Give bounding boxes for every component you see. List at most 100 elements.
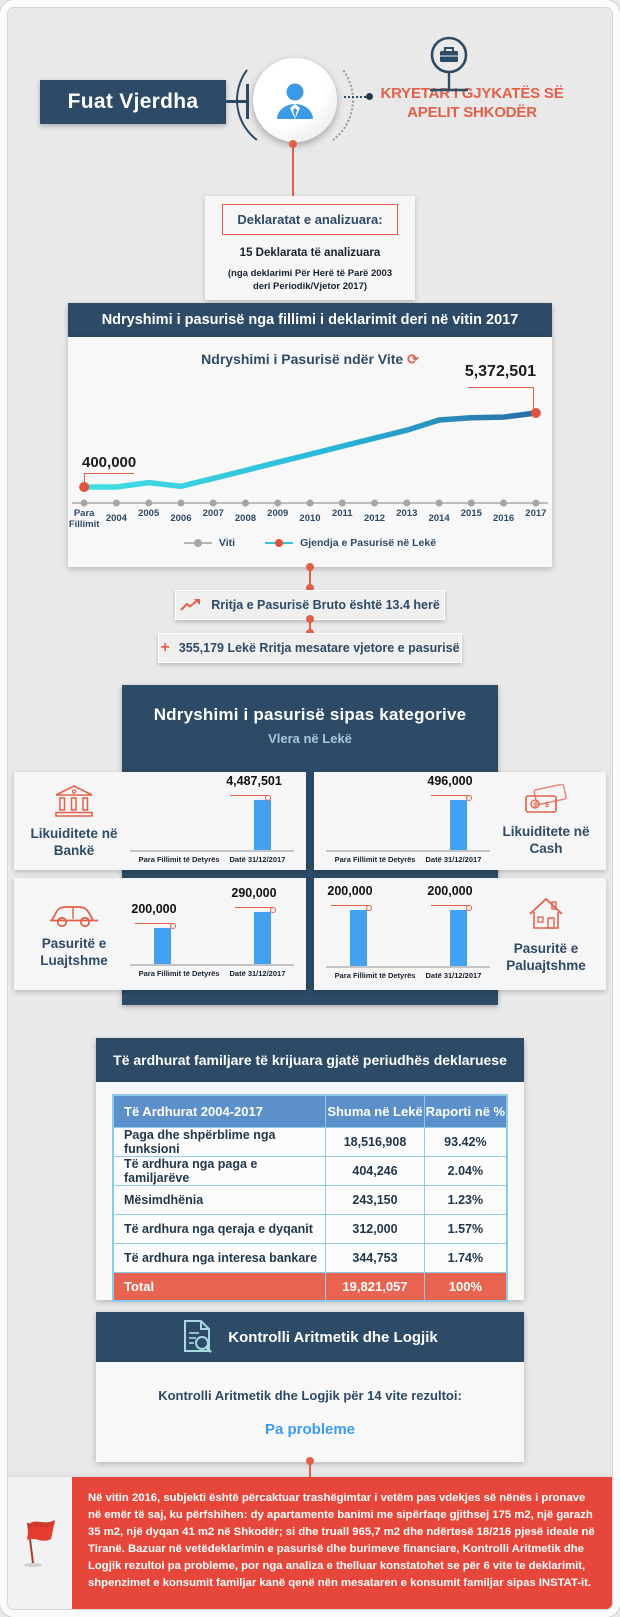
- movable-bar-chart: 200,000 290,000 Para Fillimit të Detyrës…: [126, 886, 298, 982]
- category-label: Likuiditete në Bankë: [30, 826, 118, 858]
- x-axis-label: 2005: [138, 508, 160, 519]
- x-axis-labels: Para Fillimit 2004 2005 2006 2007 2008 2009 201…: [68, 508, 552, 531]
- x-axis-label: 2011: [331, 508, 353, 519]
- trend-up-icon: [180, 599, 201, 611]
- x-axis-label: 2015: [460, 508, 482, 519]
- bar: [449, 910, 467, 966]
- axis-baseline: [130, 964, 294, 966]
- bar: [449, 800, 467, 850]
- category-label: Pasuritë e Luajtshme: [40, 936, 108, 968]
- name-connector-tick: [246, 84, 249, 119]
- bar-slot: 290,000: [226, 886, 298, 964]
- briefcase-icon: [418, 34, 480, 101]
- header-declarations-connector: [289, 140, 297, 196]
- x-axis-label: 2009: [267, 508, 289, 519]
- average-growth-callout: + 355,179 Lekë Rritja mesatare vjetore e…: [158, 633, 462, 663]
- red-flag-note: Në vitin 2016, subjekti është përcaktuar…: [72, 1477, 612, 1609]
- table-row: Të ardhura nga interesa bankare 344,753 …: [112, 1242, 508, 1273]
- income-table: Të Ardhurat 2004-2017 Shuma në Lekë Rapo…: [112, 1094, 508, 1302]
- start-value-label: 400,000: [82, 454, 137, 471]
- income-ratio: 1.57%: [423, 1213, 508, 1244]
- income-source: Të ardhura nga interesa bankare: [112, 1242, 327, 1273]
- car-icon: [50, 906, 98, 928]
- growth-callout: Rritja e Pasurisë Bruto është 13.4 herë: [175, 590, 445, 620]
- control-result-card: Kontrolli Aritmetik dhe Logjik për 14 vi…: [96, 1362, 524, 1462]
- income-ratio: 93.42%: [423, 1126, 508, 1157]
- refresh-icon[interactable]: ⟳: [407, 351, 419, 367]
- categories-title: Ndryshimi i pasurisë sipas kategorive: [153, 705, 467, 724]
- name-connector-line: [226, 100, 247, 103]
- subject-role: KRYETAR I GJYKATËS SË APELIT SHKODËR: [374, 85, 570, 123]
- bank-icon: [55, 785, 93, 817]
- start-value-leader: [84, 473, 134, 486]
- income-amount: 404,246: [325, 1155, 425, 1186]
- income-amount: 312,000: [325, 1213, 425, 1244]
- income-section-title: Të ardhurat familjare të krijuara gjatë …: [96, 1038, 524, 1082]
- income-source: Paga dhe shpërblime nga funksioni: [112, 1126, 327, 1157]
- x-axis-label: 2007: [202, 508, 224, 519]
- svg-text:$: $: [533, 802, 537, 809]
- control-section-title: Kontrolli Aritmetik dhe Logjik: [96, 1312, 524, 1362]
- income-source: Të ardhura nga paga e familjarëve: [112, 1155, 327, 1186]
- car-icon-column: Pasuritë e Luajtshme: [22, 898, 126, 970]
- bank-bar-chart: 4,487,501 Para Fillimit të Detyrës Datë …: [126, 774, 298, 868]
- x-axis-label: Para Fillimit: [68, 508, 100, 530]
- axis-baseline: [326, 850, 490, 852]
- x-axis-label: 2006: [170, 513, 192, 524]
- income-source: Të ardhura nga qeraja e dyqanit: [112, 1213, 327, 1244]
- chart-legend: Viti Gjendja e Pasurisë në Lekë: [68, 537, 552, 549]
- bar-slot: 496,000: [422, 774, 494, 850]
- connector: [306, 1457, 314, 1477]
- column-header: Shuma në Lekë: [325, 1094, 425, 1128]
- x-axis-label: 2013: [396, 508, 418, 519]
- income-table-card: Të Ardhurat 2004-2017 Shuma në Lekë Rapo…: [96, 1082, 524, 1302]
- column-header: Të Ardhurat 2004-2017: [112, 1094, 327, 1128]
- bar-slot: 200,000: [126, 902, 198, 964]
- income-amount: 344,753: [325, 1242, 425, 1273]
- wealth-chart-title: Ndryshimi i Pasurisë ndër Vite ⟳: [201, 351, 419, 367]
- table-row: Të ardhura nga qeraja e dyqanit 312,000 …: [112, 1213, 508, 1244]
- income-ratio: 1.74%: [423, 1242, 508, 1273]
- bar-slot: 200,000: [422, 884, 494, 966]
- plus-icon: +: [160, 639, 170, 656]
- x-axis-label: 2017: [525, 508, 547, 519]
- table-row: Mësimdhënia 243,150 1.23%: [112, 1184, 508, 1215]
- bar-slot: 4,487,501: [226, 774, 298, 850]
- column-header: Raporti në %: [423, 1094, 508, 1128]
- x-axis-label: 2016: [493, 513, 515, 524]
- x-axis-label: 2008: [234, 513, 257, 524]
- legend-item-wealth: Gjendja e Pasurisë në Lekë: [265, 537, 436, 549]
- income-source: Mësimdhënia: [112, 1184, 327, 1215]
- bank-icon-column: Likuiditete në Bankë: [22, 782, 126, 860]
- legend-item-year: Viti: [183, 537, 235, 549]
- bar: [253, 800, 271, 850]
- category-card-immovable: 200,000 200,000 Para Fillimit të Detyrës…: [314, 878, 606, 990]
- footer: Në vitin 2016, subjekti është përcaktuar…: [8, 1477, 612, 1609]
- table-row: Paga dhe shpërblime nga funksioni 18,516…: [112, 1126, 508, 1157]
- wealth-section-title: Ndryshimi i pasurisë nga fillimi i dekla…: [68, 303, 552, 337]
- x-axis-label: 2012: [363, 513, 386, 524]
- declarations-count: 15 Deklarata të analizuara: [239, 247, 381, 259]
- flag-box: [8, 1477, 72, 1609]
- control-intro: Kontrolli Aritmetik dhe Logjik për 14 vi…: [158, 1388, 462, 1403]
- role-line-2: APELIT SHKODËR: [407, 103, 537, 121]
- bar-slot: 200,000: [322, 884, 394, 966]
- svg-text:$: $: [545, 802, 549, 809]
- category-card-bank: Likuiditete në Bankë 4,487,501 Para Fill…: [14, 772, 306, 870]
- x-axis-label: 2004: [105, 513, 127, 524]
- cash-icon: $ $: [525, 784, 567, 813]
- categories-subtitle: Vlera në Lekë: [268, 731, 352, 746]
- control-result: Pa probleme: [264, 1421, 356, 1438]
- legend-marker-gray: [183, 538, 212, 547]
- person-icon: [277, 83, 313, 119]
- avatar: [253, 58, 337, 142]
- wealth-line-chart: [68, 395, 552, 525]
- document-check-icon: [184, 1320, 213, 1353]
- axis-baseline: [130, 850, 294, 852]
- immovable-bar-chart: 200,000 200,000 Para Fillimit të Detyrës…: [322, 884, 494, 984]
- declarations-range: (nga deklarimi Për Herë të Parë 2003 der…: [227, 268, 393, 292]
- x-axis-label: 2010: [299, 513, 321, 524]
- house-icon-column: Pasuritë e Paluajtshme: [494, 893, 598, 975]
- bar: [153, 928, 171, 964]
